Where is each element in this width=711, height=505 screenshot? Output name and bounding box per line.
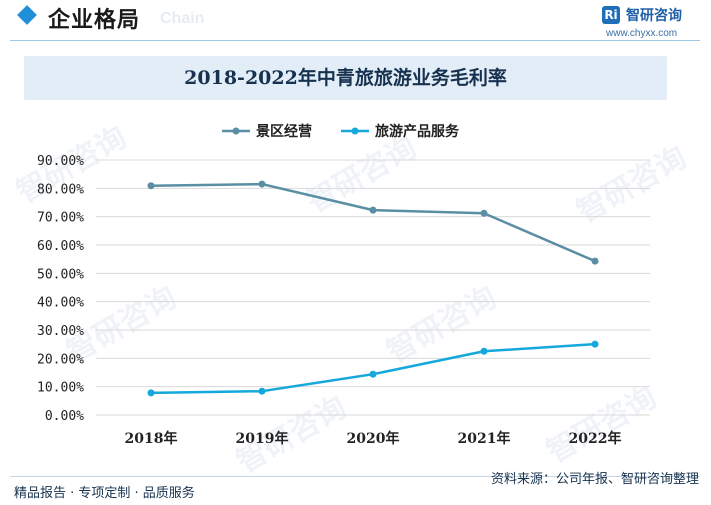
x-tick-label: 2019年 — [236, 430, 289, 447]
y-tick-label: 0.00% — [45, 409, 84, 424]
data-point — [258, 180, 266, 188]
data-point — [369, 206, 377, 214]
data-point — [258, 387, 266, 395]
legend-marker — [232, 127, 240, 135]
data-point — [480, 209, 488, 217]
logo-icon: Ri — [602, 6, 620, 24]
series-line — [150, 182, 596, 263]
y-tick-label: 30.00% — [37, 324, 84, 339]
y-tick-label: 60.00% — [37, 239, 84, 254]
data-point — [480, 347, 488, 355]
data-point — [147, 389, 155, 397]
header-divider — [10, 40, 700, 41]
y-tick-label: 80.00% — [37, 182, 84, 197]
section-ghost-text: Chain — [160, 10, 205, 27]
legend-label: 旅游产品服务 — [375, 123, 460, 140]
data-point — [591, 340, 599, 348]
footer-divider — [10, 476, 700, 477]
footer-tagline: 精品报告 · 专项定制 · 品质服务 — [14, 486, 195, 501]
data-point — [147, 182, 155, 190]
y-tick-label: 40.00% — [37, 296, 84, 311]
data-source: 资料来源：公司年报、智研咨询整理 — [490, 472, 699, 487]
x-tick-label: 2021年 — [458, 430, 511, 447]
y-tick-label: 10.00% — [37, 381, 84, 396]
chart-title: 2018-2022年中青旅旅游业务毛利率 — [184, 67, 507, 89]
series-line — [150, 342, 596, 395]
data-point — [591, 257, 599, 265]
logo-text: 智研咨询 — [626, 8, 682, 24]
chart-title-banner: 2018-2022年中青旅旅游业务毛利率 — [24, 56, 667, 100]
y-tick-label: 70.00% — [37, 211, 84, 226]
data-point — [369, 370, 377, 378]
y-tick-label: 50.00% — [37, 267, 84, 282]
x-tick-label: 2022年 — [569, 430, 622, 447]
x-tick-label: 2020年 — [347, 430, 400, 447]
page-header: 企业格局 Chain Ri 智研咨询 www.chyxx.com — [0, 0, 711, 44]
legend-label: 景区经营 — [256, 123, 312, 140]
section-title: 企业格局 — [48, 8, 141, 33]
y-tick-label: 90.00% — [37, 154, 84, 169]
legend-marker — [351, 127, 359, 135]
logo-url: www.chyxx.com — [606, 28, 678, 39]
x-tick-label: 2018年 — [125, 430, 178, 447]
y-tick-label: 20.00% — [37, 352, 84, 367]
